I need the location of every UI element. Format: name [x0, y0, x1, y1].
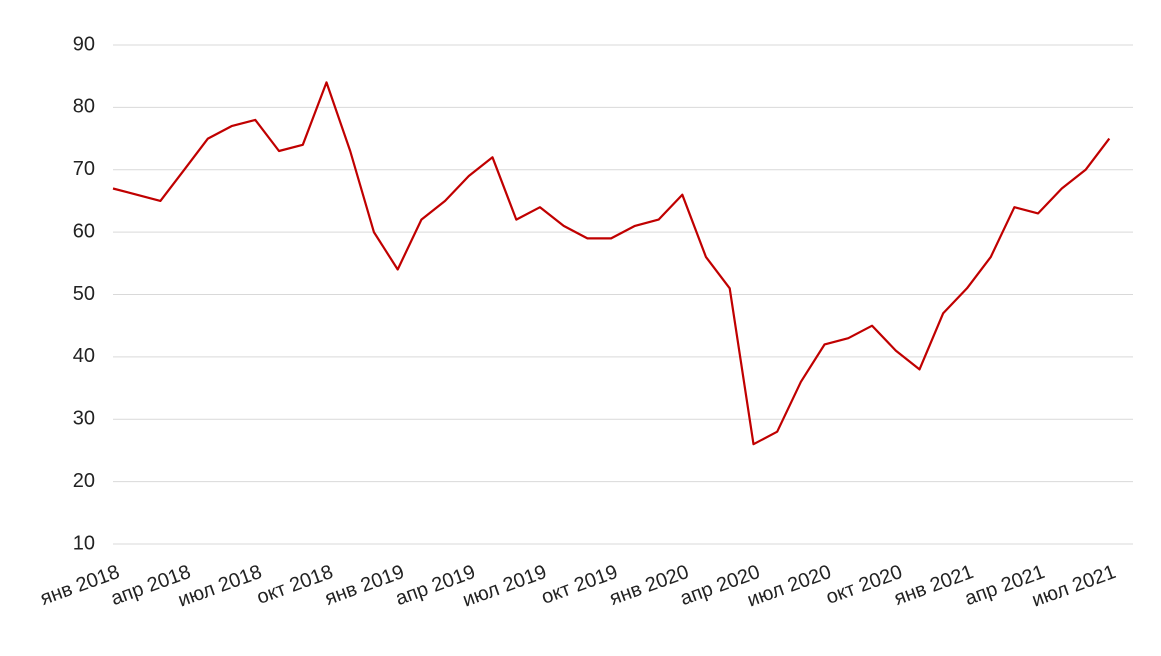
x-tick-label: янв 2021	[891, 561, 976, 610]
data-line	[112, 81, 1111, 446]
x-tick-label: янв 2018	[37, 561, 122, 610]
y-tick-label: 90	[73, 33, 95, 55]
y-tick-label: 20	[73, 470, 95, 492]
y-tick-label: 80	[73, 96, 95, 118]
y-tick-label: 60	[73, 220, 95, 242]
y-tick-label: 40	[73, 345, 95, 367]
x-tick-label: янв 2019	[322, 561, 407, 610]
y-tick-label: 30	[73, 408, 95, 430]
y-tick-label: 10	[73, 532, 95, 554]
x-tick-label: окт 2019	[539, 561, 621, 609]
x-tick-label: окт 2018	[254, 561, 336, 609]
x-tick-label: янв 2020	[607, 561, 692, 610]
y-tick-label: 50	[73, 283, 95, 305]
x-tick-label: окт 2020	[823, 561, 905, 609]
y-tick-label: 70	[73, 158, 95, 180]
